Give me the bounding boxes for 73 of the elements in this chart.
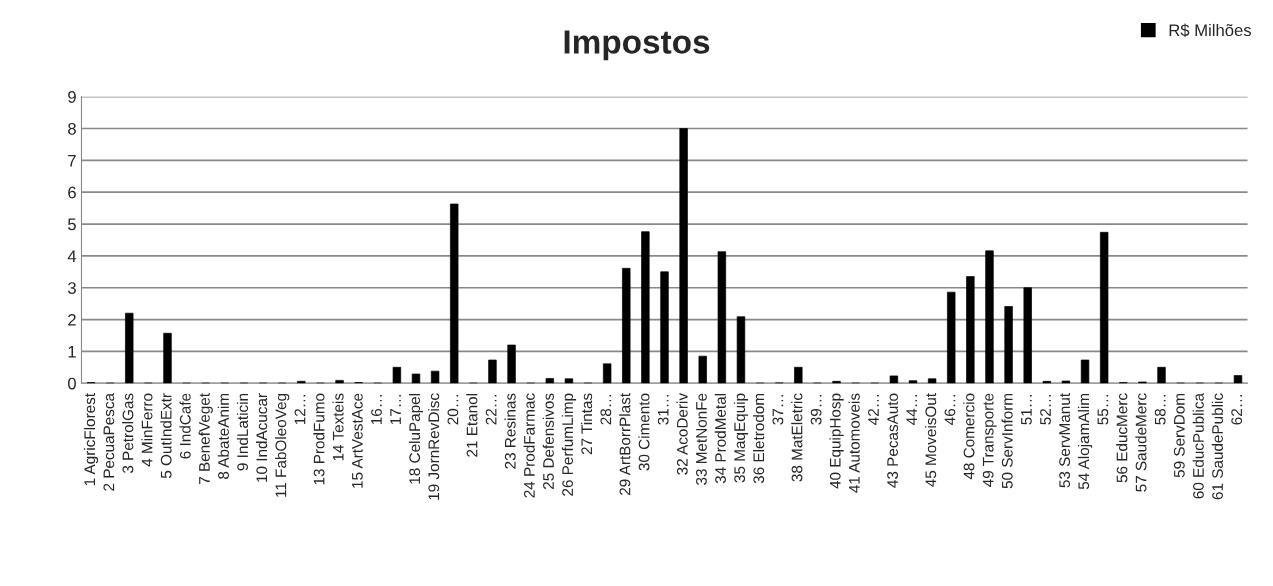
x-tick-label: 57 SaudeMerc bbox=[1135, 393, 1147, 492]
x-tick-label: 40 EquipHosp bbox=[829, 393, 844, 489]
y-tick-label: 7 bbox=[68, 154, 76, 167]
x-tick-label: 17… bbox=[390, 395, 401, 425]
x-tick-label: 18 CeluPapel bbox=[408, 393, 424, 484]
chart-title: Impostos bbox=[564, 30, 710, 61]
y-tick-label: 6 bbox=[68, 186, 76, 199]
x-tick-label: 9 IndLaticin bbox=[236, 393, 249, 471]
x-tick-label: 3 PetrolGas bbox=[122, 393, 134, 474]
x-tick-label: 36 Eletrodom bbox=[752, 393, 765, 484]
x-tick-label: 50 ServInform bbox=[1001, 393, 1013, 489]
x-tick-label: 22… bbox=[485, 395, 497, 425]
x-tick-label: 12… bbox=[294, 395, 306, 425]
x-tick-label: 15 ArtVestAce bbox=[352, 393, 363, 488]
x-tick-label: 24 ProdFarmac bbox=[523, 393, 535, 498]
x-tick-label: 27 Tintas bbox=[580, 393, 593, 455]
x-tick-label: 54 AlojamAlim bbox=[1077, 393, 1093, 490]
x-tick-label: 46… bbox=[944, 395, 956, 425]
x-tick-label: 2 PecuaPesca bbox=[103, 392, 115, 491]
x-tick-label: 32 AcoDeriv bbox=[676, 393, 688, 475]
x-tick-label: 25 Defensivos bbox=[542, 393, 554, 490]
x-tick-label: 28… bbox=[600, 395, 612, 425]
x-tick-label: 20… bbox=[447, 395, 459, 425]
x-tick-label: 56 EducMerc bbox=[1116, 393, 1128, 483]
x-tick-label: 29 ArtBorrPlast bbox=[619, 393, 631, 495]
x-tick-label: 1 AgricFlorest bbox=[83, 393, 99, 486]
x-tick-label: 60 EducPublica bbox=[1192, 392, 1204, 499]
x-tick-label: 33 MetNonFe bbox=[696, 393, 707, 485]
y-tick-label: 9 bbox=[68, 91, 76, 103]
y-tick-label: 1 bbox=[68, 345, 76, 358]
x-tick-label: 10 IndAcucar bbox=[255, 393, 268, 482]
x-tick-label: 26 PerfumLimp bbox=[561, 393, 577, 496]
y-tick-label: 4 bbox=[67, 250, 77, 262]
y-tick-label: 2 bbox=[68, 313, 76, 326]
x-tick-label: 31… bbox=[657, 395, 669, 425]
x-tick-label: 16… bbox=[371, 395, 382, 425]
x-tick-label: 5 OutIndExtr bbox=[160, 393, 172, 479]
x-tick-label: 52… bbox=[1040, 395, 1051, 425]
y-tick-label: 5 bbox=[68, 218, 76, 231]
x-tick-label: 7 BenefVeget bbox=[198, 393, 213, 484]
x-tick-label: 37… bbox=[772, 395, 784, 425]
x-tick-label: 23 Resinas bbox=[504, 393, 516, 469]
x-tick-label: 55… bbox=[1097, 395, 1109, 425]
x-tick-label: 39… bbox=[810, 395, 822, 425]
x-tick-label: 30 Cimento bbox=[638, 393, 650, 471]
x-tick-label: 62… bbox=[1231, 395, 1243, 425]
x-tick-label: 48 Comercio bbox=[963, 393, 975, 480]
x-tick-label: 45 MoveisOut bbox=[925, 393, 937, 487]
x-tick-label: 14 Texteis bbox=[332, 393, 344, 461]
x-tick-label: 11 FabOleoVeg bbox=[275, 393, 290, 497]
x-tick-label: 6 IndCafe bbox=[179, 393, 191, 459]
y-tick-label: 3 bbox=[67, 282, 76, 294]
x-tick-label: 51… bbox=[1021, 395, 1032, 425]
x-tick-label: 35 MaqEquip bbox=[733, 393, 749, 483]
y-tick-label: 0 bbox=[67, 377, 76, 390]
x-tick-label: 49 Transporte bbox=[982, 393, 997, 487]
x-tick-label: 8 AbateAnim bbox=[217, 393, 229, 479]
x-tick-label: 58… bbox=[1154, 395, 1166, 425]
x-tick-label: 53 ServManut bbox=[1059, 393, 1071, 488]
x-tick-label: 41 Automoveis bbox=[848, 393, 860, 493]
x-tick-label: 43 PecasAuto bbox=[887, 393, 898, 488]
x-tick-label: 38 MatEletric bbox=[791, 393, 803, 482]
x-tick-label: 19 JornRevDisc bbox=[427, 393, 440, 500]
x-tick-label: 59 ServDom bbox=[1173, 393, 1185, 478]
x-tick-label: 4 MinFerro bbox=[141, 393, 153, 467]
x-tick-label: 34 ProdMetal bbox=[714, 393, 726, 484]
x-tick-label: 42… bbox=[868, 395, 879, 425]
x-tick-label: 13 ProdFumo bbox=[313, 393, 325, 485]
x-tick-label: 21 Etanol bbox=[466, 393, 478, 457]
y-tick-label: 8 bbox=[68, 122, 76, 135]
x-tick-label: 61 SaudePublic bbox=[1211, 393, 1223, 500]
x-tick-label: 44… bbox=[906, 395, 917, 425]
legend-label: R$ Milhões bbox=[1169, 23, 1252, 38]
